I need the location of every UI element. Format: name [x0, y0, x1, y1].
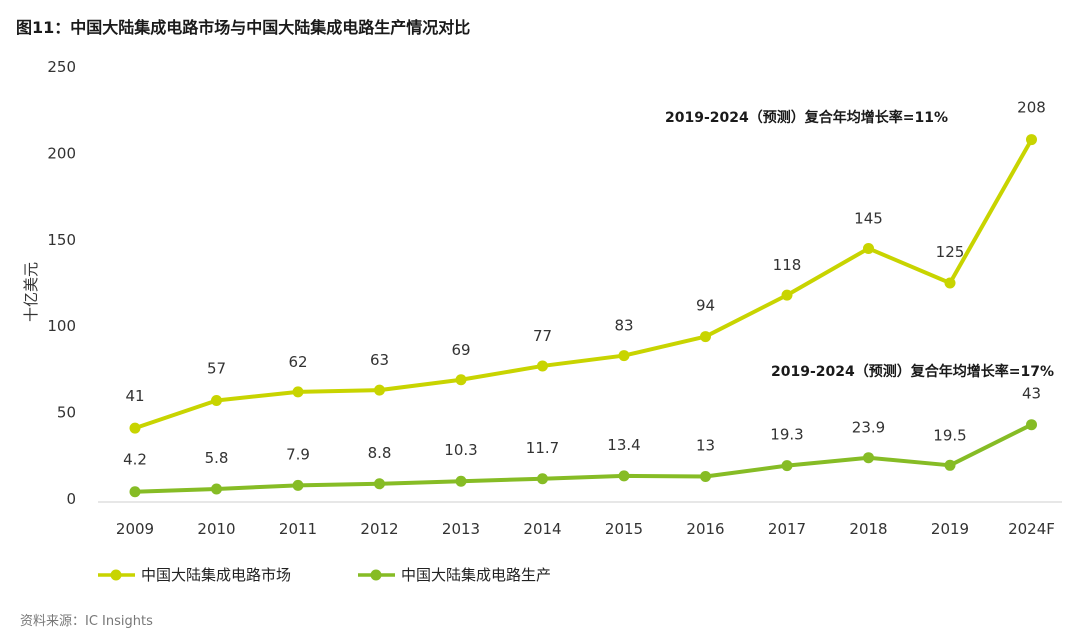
data-label: 63: [370, 351, 389, 369]
data-label: 208: [1017, 99, 1046, 117]
x-tick-label: 2013: [442, 520, 480, 538]
data-label: 13: [696, 437, 715, 455]
data-point: [537, 360, 548, 372]
annotation-market-cagr: 2019-2024（预测）复合年均增长率=11%: [665, 109, 948, 126]
y-tick-label: 150: [47, 231, 76, 249]
data-point: [374, 384, 385, 396]
data-label: 5.8: [205, 449, 229, 467]
legend-label-market: 中国大陆集成电路市场: [141, 566, 291, 584]
x-tick-label: 2015: [605, 520, 643, 538]
data-label: 13.4: [607, 436, 640, 454]
x-tick-label: 2014: [523, 520, 561, 538]
x-tick-label: 2010: [197, 520, 235, 538]
data-point: [1026, 419, 1037, 431]
y-tick-label: 0: [66, 490, 76, 508]
x-tick-label: 2018: [849, 520, 887, 538]
data-label: 7.9: [286, 445, 310, 463]
data-label: 43: [1022, 385, 1041, 403]
data-point: [129, 422, 141, 434]
data-point: [1026, 134, 1037, 146]
data-point: [292, 479, 304, 491]
y-tick-label: 100: [47, 317, 76, 335]
data-label: 125: [936, 243, 965, 261]
data-label: 19.3: [770, 426, 803, 444]
data-label: 23.9: [852, 419, 885, 437]
data-point: [292, 386, 304, 398]
data-point: [781, 289, 793, 301]
data-label: 4.2: [123, 451, 147, 469]
legend-marker-production: [370, 569, 382, 581]
data-label: 41: [125, 387, 144, 405]
x-tick-label: 2011: [279, 520, 317, 538]
data-point: [374, 478, 385, 490]
data-label: 94: [696, 297, 715, 315]
data-label: 69: [451, 341, 470, 359]
data-label: 11.7: [526, 439, 559, 457]
data-label: 83: [614, 317, 633, 335]
data-point: [863, 242, 874, 254]
data-label: 145: [854, 209, 883, 227]
data-point: [944, 277, 956, 289]
legend-label-production: 中国大陆集成电路生产: [401, 566, 551, 584]
data-point: [618, 470, 630, 482]
legend-marker-market: [110, 569, 122, 581]
data-label: 19.5: [933, 426, 966, 444]
data-label: 10.3: [444, 441, 477, 459]
data-label: 62: [288, 353, 307, 371]
data-label: 118: [773, 256, 802, 274]
legend: 中国大陆集成电路市场 中国大陆集成电路生产: [98, 566, 551, 584]
series-line-0: [133, 137, 1034, 431]
x-tick-label: 2016: [686, 520, 724, 538]
data-point: [455, 374, 467, 386]
x-tick-label: 2012: [360, 520, 398, 538]
data-point: [129, 486, 141, 498]
data-point: [781, 460, 793, 472]
x-tick-label: 2019: [931, 520, 969, 538]
series-line-1: [133, 422, 1034, 494]
data-point: [211, 395, 222, 407]
x-tick-label: 2024F: [1008, 520, 1055, 538]
data-point: [700, 471, 711, 483]
data-point: [944, 459, 956, 471]
data-label: 77: [533, 327, 552, 345]
y-tick-label: 200: [47, 144, 76, 162]
chart-title: 图11：中国大陆集成电路市场与中国大陆集成电路生产情况对比: [16, 18, 471, 37]
data-label: 8.8: [368, 444, 392, 462]
y-tick-label: 250: [47, 58, 76, 76]
data-point: [700, 331, 711, 343]
data-point: [863, 452, 874, 464]
x-tick-label: 2017: [768, 520, 806, 538]
x-tick-label: 2009: [116, 520, 154, 538]
data-point: [455, 475, 467, 487]
annotation-production-cagr: 2019-2024（预测）复合年均增长率=17%: [771, 363, 1054, 380]
y-tick-label: 50: [57, 404, 76, 422]
data-point: [537, 473, 548, 485]
y-axis-label: 十亿美元: [22, 262, 40, 322]
data-point: [211, 483, 222, 495]
data-point: [618, 350, 630, 362]
data-label: 57: [207, 360, 226, 378]
source-note: 资料来源：IC Insights: [20, 614, 153, 629]
